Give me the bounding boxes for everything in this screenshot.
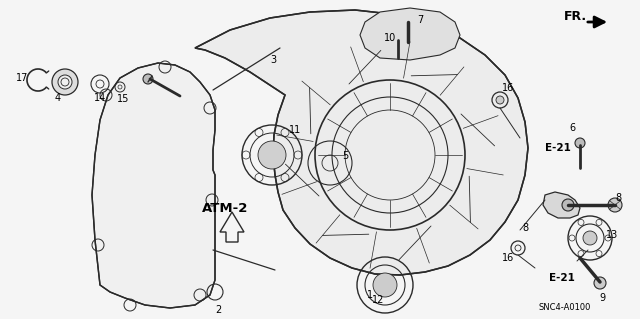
Circle shape xyxy=(373,273,397,297)
Text: 3: 3 xyxy=(270,55,276,65)
Circle shape xyxy=(562,199,574,211)
Text: 7: 7 xyxy=(417,15,423,25)
Text: 13: 13 xyxy=(606,230,618,240)
Polygon shape xyxy=(543,192,580,218)
Circle shape xyxy=(258,141,286,169)
Text: 15: 15 xyxy=(117,94,129,104)
Circle shape xyxy=(583,231,597,245)
Polygon shape xyxy=(92,63,215,308)
Text: FR.: FR. xyxy=(563,10,587,23)
Circle shape xyxy=(143,74,153,84)
Text: 5: 5 xyxy=(342,151,348,161)
Text: 12: 12 xyxy=(372,295,384,305)
Circle shape xyxy=(575,138,585,148)
Text: ATM-2: ATM-2 xyxy=(202,202,248,214)
Circle shape xyxy=(58,75,72,89)
Text: 9: 9 xyxy=(599,293,605,303)
Text: 10: 10 xyxy=(384,33,396,43)
Text: 8: 8 xyxy=(522,223,528,233)
Text: SNC4-A0100: SNC4-A0100 xyxy=(539,303,591,313)
Text: 14: 14 xyxy=(94,93,106,103)
Text: 2: 2 xyxy=(215,305,221,315)
Circle shape xyxy=(401,15,415,29)
Circle shape xyxy=(496,96,504,104)
Polygon shape xyxy=(195,10,528,275)
Text: 16: 16 xyxy=(502,83,514,93)
Circle shape xyxy=(608,198,622,212)
Text: 8: 8 xyxy=(615,193,621,203)
Text: E-21: E-21 xyxy=(545,143,571,153)
Circle shape xyxy=(392,34,404,46)
Text: 11: 11 xyxy=(289,125,301,135)
Text: 16: 16 xyxy=(502,253,514,263)
Text: E-21: E-21 xyxy=(549,273,575,283)
Circle shape xyxy=(594,277,606,289)
Text: 1: 1 xyxy=(367,290,373,300)
Polygon shape xyxy=(360,8,460,60)
Text: 6: 6 xyxy=(569,123,575,133)
Text: 17: 17 xyxy=(16,73,28,83)
Circle shape xyxy=(52,69,78,95)
Text: 4: 4 xyxy=(55,93,61,103)
